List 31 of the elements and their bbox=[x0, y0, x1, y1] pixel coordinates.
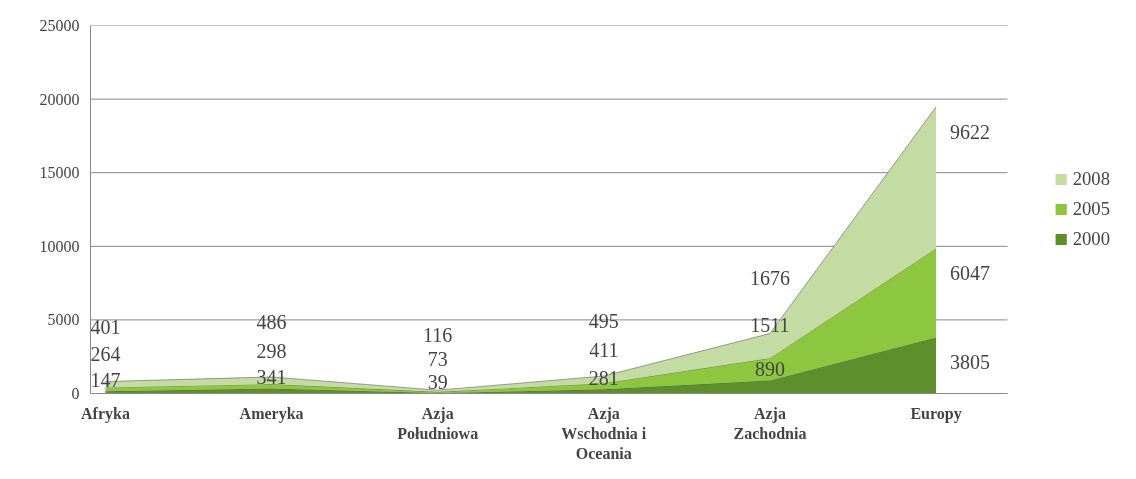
data-label: 3805 bbox=[950, 351, 991, 374]
data-label: 264 bbox=[90, 343, 121, 366]
y-tick-label: 0 bbox=[71, 385, 80, 402]
y-tick-label: 20000 bbox=[39, 90, 80, 108]
data-label: 73 bbox=[427, 347, 448, 370]
y-tick-label: 15000 bbox=[39, 164, 80, 182]
legend-label: 2008 bbox=[1072, 168, 1110, 190]
x-tick-label: Azja Zachodnia bbox=[733, 404, 807, 442]
data-label: 495 bbox=[588, 310, 619, 333]
x-tick-label: Ameryka bbox=[239, 404, 304, 423]
data-label: 1511 bbox=[750, 314, 790, 337]
legend-label: 2000 bbox=[1072, 228, 1110, 250]
data-label: 890 bbox=[754, 358, 785, 381]
x-tick-label: Azja Wschodnia i Oceania bbox=[561, 404, 647, 463]
legend-label: 2005 bbox=[1072, 198, 1110, 220]
data-label: 147 bbox=[90, 369, 121, 392]
y-tick-label: 5000 bbox=[47, 311, 80, 329]
data-label: 1676 bbox=[749, 267, 790, 290]
data-label: 401 bbox=[90, 315, 121, 338]
data-label: 6047 bbox=[950, 262, 991, 285]
data-label: 9622 bbox=[950, 120, 991, 143]
y-tick-label: 25000 bbox=[39, 17, 80, 34]
x-tick-label: Azja Południowa bbox=[397, 404, 479, 442]
data-label: 116 bbox=[423, 324, 453, 347]
data-label: 39 bbox=[427, 370, 448, 393]
y-tick-label: 10000 bbox=[39, 237, 80, 255]
data-label: 486 bbox=[256, 310, 287, 333]
x-tick-label: Europy bbox=[910, 404, 962, 423]
data-label: 411 bbox=[589, 339, 619, 362]
data-label: 298 bbox=[256, 340, 287, 363]
x-tick-label: Afryka bbox=[81, 404, 130, 423]
